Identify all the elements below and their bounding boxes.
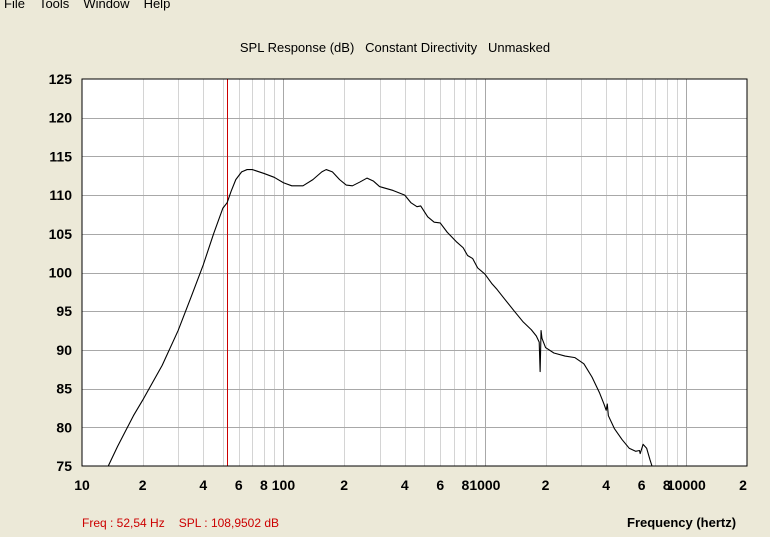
y-tick-label: 100 [49,265,73,281]
x-tick-label: 8 [663,477,671,493]
x-tick-label: 6 [436,477,444,493]
cursor-readout: Freq : 52,54 Hz SPL : 108,9502 dB [82,516,293,530]
y-tick-label: 110 [49,187,72,203]
y-tick-label: 115 [49,148,72,164]
chart-title: SPL Response (dB) Constant Directivity U… [0,40,770,55]
y-tick-label: 125 [49,71,73,87]
menu-window[interactable]: Window [83,0,130,11]
x-axis-label: Frequency (hertz) [627,515,737,530]
menu-bar: File Tools Window Help [0,0,770,12]
menu-tools[interactable]: Tools [38,0,70,11]
x-tick-label: 1000 [469,477,500,493]
x-tick-label: 4 [401,477,409,493]
x-tick-label: 10000 [667,477,706,493]
x-tick-label: 2 [542,477,550,493]
y-tick-label: 80 [56,419,72,435]
x-tick-label: 4 [602,477,610,493]
x-tick-label: 2 [739,477,747,493]
x-tick-label: 2 [139,477,147,493]
x-tick-label: 2 [340,477,348,493]
menu-file[interactable]: File [4,0,25,11]
y-tick-label: 90 [56,342,72,358]
plot-border [81,78,748,467]
x-tick-label: 8 [260,477,268,493]
grid-lines [82,79,747,466]
x-tick-label: 8 [461,477,469,493]
chart-title-part-3: Unmasked [487,40,551,55]
menu-help[interactable]: Help [143,0,171,11]
y-tick-label: 120 [49,110,73,126]
y-tick-label: 95 [56,303,72,319]
x-tick-label: 100 [272,477,296,493]
x-tick-label: 10 [74,477,90,493]
spl-readout: SPL : 108,9502 dB [178,516,280,530]
y-tick-label: 75 [56,458,72,474]
spl-response-line [107,169,653,467]
freq-readout: Freq : 52,54 Hz [82,516,165,530]
chart-title-part-2: Constant Directivity [365,40,478,55]
y-tick-label: 105 [49,226,73,242]
chart-title-part-1: SPL Response (dB) [239,40,355,55]
y-tick-labels: 75 80 85 90 95 100 105 110 115 120 125 [49,71,73,474]
x-tick-label: 6 [235,477,243,493]
plot-area[interactable] [81,78,748,467]
x-tick-label: 4 [199,477,207,493]
y-tick-label: 85 [56,381,72,397]
x-tick-label: 6 [638,477,646,493]
